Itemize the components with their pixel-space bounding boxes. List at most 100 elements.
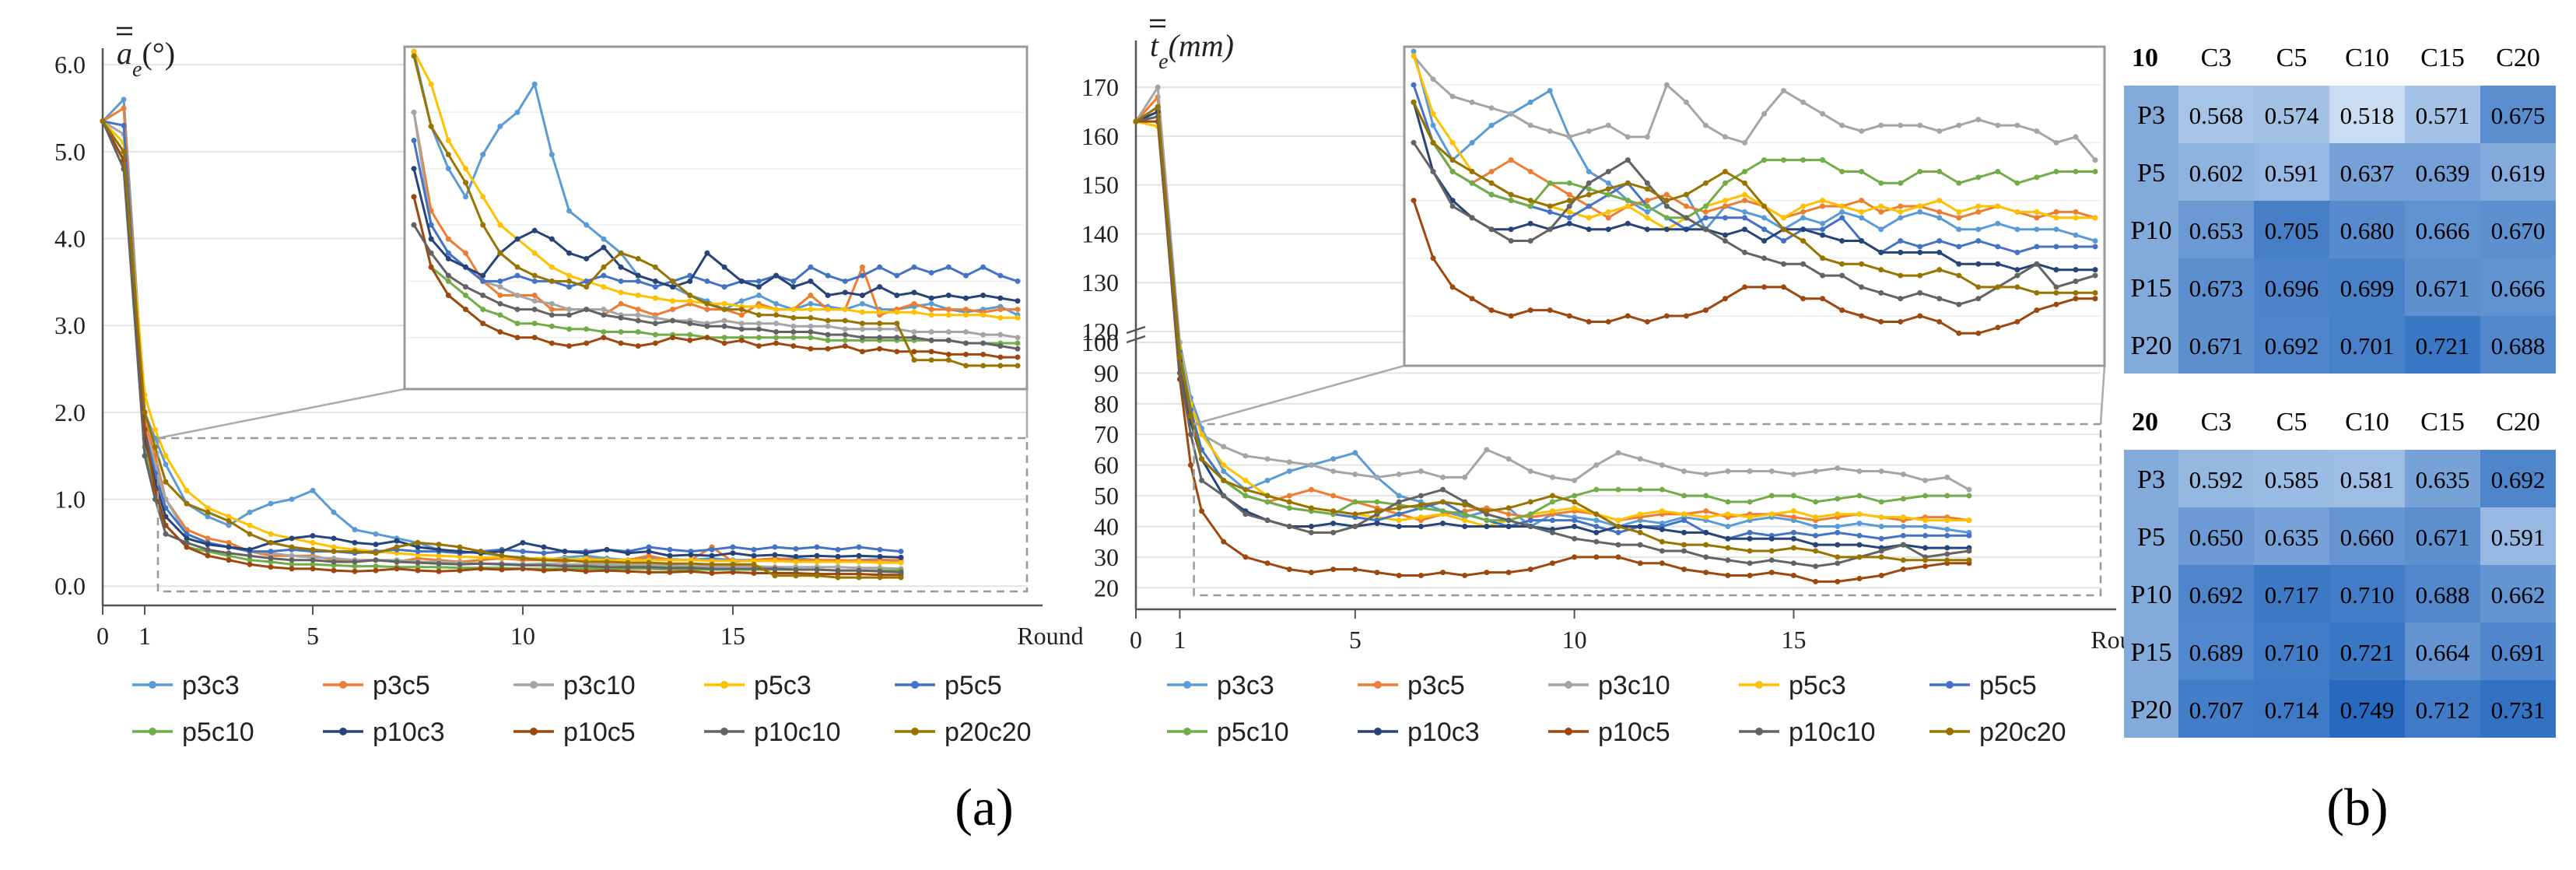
data-point	[1768, 557, 1775, 563]
inset-data-point	[825, 317, 831, 324]
legend-marker	[530, 681, 538, 689]
heatmap-cell	[2254, 258, 2329, 316]
inset-data-point	[2034, 307, 2040, 314]
data-point	[1922, 532, 1929, 538]
data-point	[1790, 514, 1796, 521]
inset-data-point	[1624, 220, 1631, 226]
heatmap-cell-value: 0.688	[2491, 332, 2546, 360]
inset-data-point	[2092, 296, 2098, 302]
data-point	[1615, 486, 1621, 493]
inset-data-point	[1839, 307, 1845, 314]
legend-item-p10c5: p10c5	[1548, 717, 1670, 747]
y-tick-label: 3.0	[54, 311, 86, 339]
data-point	[1922, 557, 1929, 563]
inset-data-point	[514, 236, 520, 242]
inset-data-point	[1469, 99, 1475, 105]
data-point	[499, 561, 505, 567]
data-point	[1790, 493, 1796, 499]
heatmap-cell	[2329, 143, 2405, 201]
heatmap-cell	[2254, 507, 2329, 565]
inset-data-point	[445, 278, 451, 284]
inset-data-point	[1859, 238, 1865, 244]
inset-data-point	[962, 307, 969, 313]
inset-data-point	[1566, 215, 1572, 221]
heatmap-corner-label: 20	[2132, 408, 2158, 437]
inset-data-point	[721, 300, 727, 307]
inset-data-point	[1839, 122, 1845, 128]
inset-data-point	[1975, 296, 1982, 302]
heatmap-cell-value: 0.650	[2189, 524, 2244, 551]
legend-label: p10c3	[1407, 717, 1480, 747]
inset-data-point	[1722, 134, 1728, 140]
legend-item-p3c3: p3c3	[132, 671, 240, 700]
heatmap-col-label: C20	[2496, 44, 2540, 72]
data-point	[394, 566, 400, 572]
inset-data-point	[1644, 203, 1650, 209]
inset-data-point	[2092, 168, 2098, 174]
series-line-p5c3	[1135, 120, 1969, 528]
inset-data-point	[2092, 238, 2098, 244]
data-point	[1703, 554, 1709, 560]
inset-data-point	[808, 300, 814, 307]
inset-data-point	[928, 307, 934, 313]
inset-data-point	[1781, 226, 1787, 233]
data-point	[1790, 545, 1796, 551]
legend-marker	[720, 681, 728, 689]
inset-data-point	[1859, 209, 1865, 215]
data-point	[1330, 529, 1337, 535]
data-point	[1856, 511, 1863, 517]
data-point	[415, 560, 421, 566]
data-point	[1199, 508, 1205, 514]
inset-data-point	[755, 343, 762, 349]
inset-series-line-p3c3	[1412, 51, 2096, 242]
data-point	[268, 539, 274, 546]
heatmap-row-bg	[2124, 450, 2178, 507]
data-point	[184, 539, 190, 546]
data-point	[1484, 570, 1490, 576]
data-point	[394, 559, 400, 565]
data-point	[1856, 554, 1863, 560]
heatmap-row-label: P10	[2131, 581, 2172, 609]
inset-data-point	[566, 278, 573, 284]
inset-data-point	[1488, 105, 1495, 111]
y-tick-label: 120	[1081, 317, 1119, 346]
inset-data-point	[1527, 307, 1533, 314]
zoom-connector	[157, 388, 405, 440]
data-point	[667, 553, 673, 559]
data-point	[1725, 545, 1731, 551]
heatmap-cell	[2178, 450, 2254, 507]
data-point	[1593, 538, 1600, 545]
inset-data-point	[1605, 186, 1611, 192]
inset-data-point	[1878, 209, 1884, 215]
data-point	[1352, 567, 1358, 573]
heatmap-cell-value: 0.518	[2340, 102, 2395, 129]
data-point	[688, 560, 694, 567]
data-point	[163, 531, 169, 537]
inset-data-point	[1547, 88, 1553, 94]
data-point	[1418, 573, 1424, 579]
data-point	[1703, 542, 1709, 548]
inset-data-point	[1936, 209, 1943, 215]
inset-data-point	[1663, 82, 1670, 88]
inset-data-point	[652, 284, 658, 290]
data-point	[226, 550, 232, 556]
inset-data-point	[928, 300, 934, 307]
data-point	[1396, 511, 1402, 517]
data-point	[121, 96, 127, 103]
inset-data-point	[755, 303, 762, 310]
data-point	[1703, 570, 1709, 576]
data-point	[1725, 523, 1731, 529]
heatmap-row-bg	[2124, 565, 2178, 623]
inset-data-point	[1820, 198, 1826, 204]
inset-data-point	[773, 300, 780, 307]
heatmap-cell-value: 0.731	[2491, 696, 2546, 724]
data-point	[751, 553, 757, 559]
data-point	[1900, 514, 1906, 521]
inset-data-point	[962, 351, 969, 357]
heatmap-row-bg	[2124, 201, 2178, 258]
data-point	[499, 553, 505, 559]
legend-item-p10c3: p10c3	[323, 717, 445, 747]
data-point	[1549, 508, 1555, 514]
heatmap-row-bg	[2124, 623, 2178, 680]
inset-data-point	[601, 307, 607, 313]
